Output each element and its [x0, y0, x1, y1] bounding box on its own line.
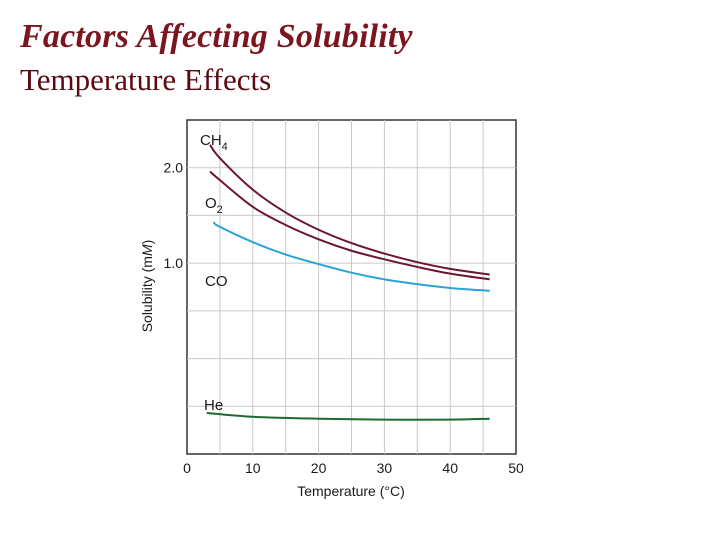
x-tick-label: 0: [183, 460, 191, 476]
series-label-o2-main: O: [205, 195, 217, 212]
slide-subtitle: Temperature Effects: [20, 62, 272, 97]
x-tick-label: 50: [508, 460, 524, 476]
y-tick-label: 1.0: [164, 255, 184, 271]
x-tick-label: 40: [442, 460, 458, 476]
series-line-ch4: [209, 144, 490, 276]
grid: [187, 120, 516, 454]
series-line-co: [212, 221, 490, 292]
series-label-he: He: [204, 397, 223, 414]
series-label-o2-sub: 2: [217, 204, 223, 216]
y-tick-label: 2.0: [164, 160, 184, 176]
series-label-ch4: CH4: [200, 132, 228, 153]
series-label-co: CO: [205, 273, 228, 290]
x-tick-labels: 0 10 20 30 40 50: [183, 460, 524, 476]
y-tick-labels: 1.0 2.0: [164, 160, 184, 271]
x-axis-label: Temperature (°C): [297, 483, 405, 499]
x-tick-label: 10: [245, 460, 261, 476]
series-label-ch4-main: CH: [200, 132, 222, 149]
series-line-o2: [209, 170, 490, 281]
y-axis-label: Solubility (mM): [139, 240, 155, 333]
x-tick-label: 30: [377, 460, 393, 476]
series-lines: [206, 144, 490, 421]
slide-title: Factors Affecting Solubility: [20, 18, 413, 55]
series-label-o2: O2: [205, 195, 223, 216]
x-tick-label: 20: [311, 460, 327, 476]
series-line-he: [206, 411, 490, 421]
series-label-ch4-sub: 4: [222, 141, 228, 153]
